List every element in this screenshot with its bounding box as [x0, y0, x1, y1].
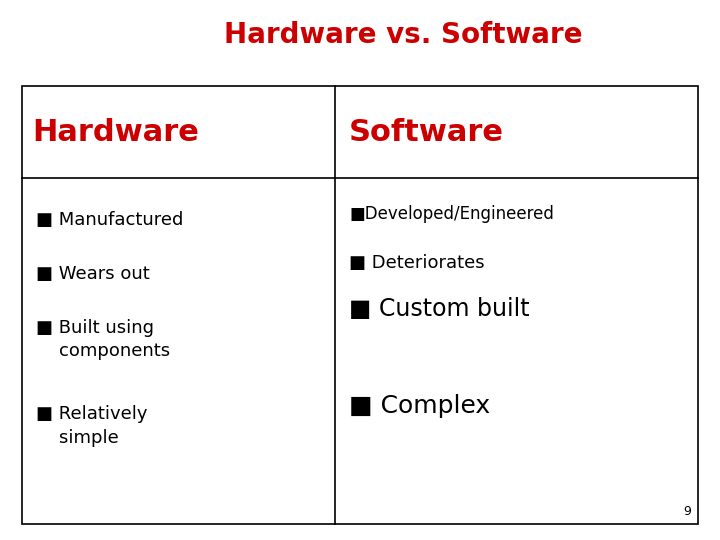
Text: ■ Wears out: ■ Wears out	[36, 265, 150, 282]
Text: Software: Software	[349, 118, 504, 147]
Text: Hardware: Hardware	[32, 118, 199, 147]
Text: ■ Relatively
    simple: ■ Relatively simple	[36, 405, 148, 447]
Text: Hardware vs. Software: Hardware vs. Software	[224, 21, 582, 49]
Text: ■ Complex: ■ Complex	[349, 394, 490, 418]
Text: ■ Built using
    components: ■ Built using components	[36, 319, 170, 360]
Text: ■ Deteriorates: ■ Deteriorates	[349, 254, 485, 272]
Text: 9: 9	[683, 505, 691, 518]
Text: ■ Custom built: ■ Custom built	[349, 297, 530, 321]
Text: ■Developed/Engineered: ■Developed/Engineered	[349, 205, 554, 223]
Text: ■ Manufactured: ■ Manufactured	[36, 211, 184, 228]
Bar	[22, 86, 698, 524]
